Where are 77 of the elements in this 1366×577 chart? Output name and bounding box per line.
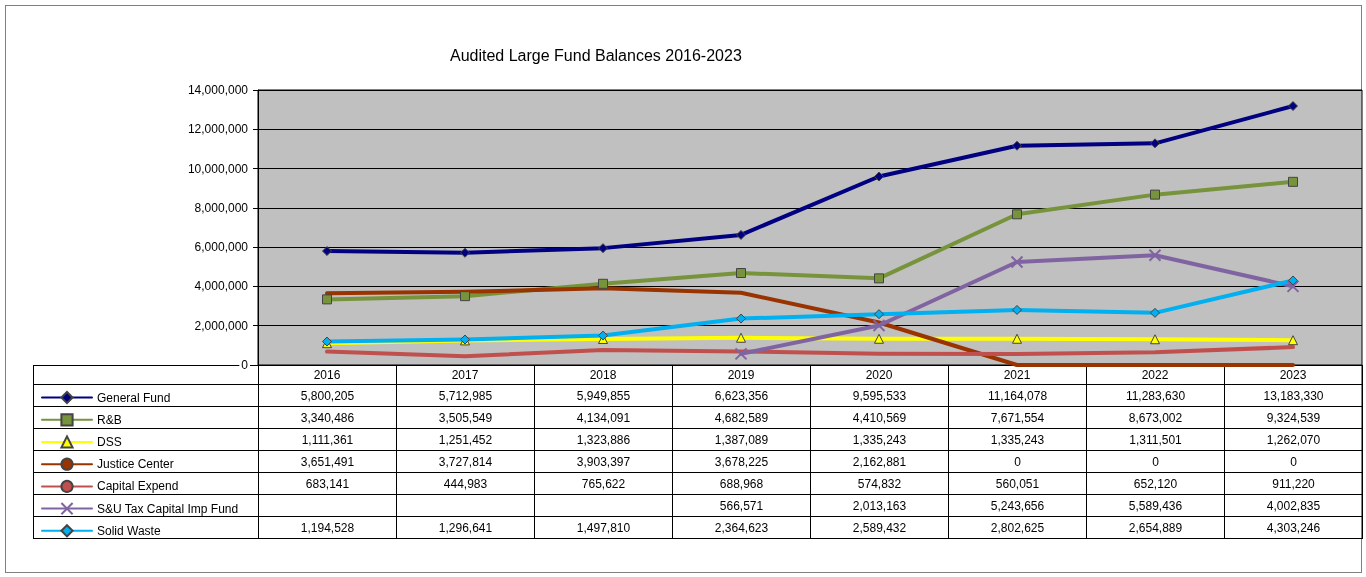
data-label: 8,673,002 [1086,406,1225,429]
legend-label: R&B [97,412,122,427]
data-label: 6,623,356 [672,384,811,407]
data-label: 683,141 [258,472,397,495]
data-label: 2,589,432 [810,516,949,539]
data-label: 1,311,501 [1086,428,1225,451]
data-label: 444,983 [396,472,535,495]
data-label: 2,802,625 [948,516,1087,539]
data-label: 1,335,243 [810,428,949,451]
data-label: 1,387,089 [672,428,811,451]
x-tick-label: 2023 [1279,368,1307,382]
data-label: 0 [948,450,1087,473]
data-label: 3,651,491 [258,450,397,473]
data-label: 4,134,091 [534,406,673,429]
data-label: 1,111,361 [258,428,397,451]
data-label: 2,364,623 [672,516,811,539]
data-label: 3,903,397 [534,450,673,473]
data-label: 1,251,452 [396,428,535,451]
data-label: 4,682,589 [672,406,811,429]
legend-label: Solid Waste [97,523,161,538]
y-tick-label: 8,000,000 [194,200,249,215]
data-label: 4,002,835 [1224,494,1363,517]
data-label: 11,283,630 [1086,384,1225,407]
data-label: 4,410,569 [810,406,949,429]
data-label: 11,164,078 [948,384,1087,407]
data-label: 7,671,554 [948,406,1087,429]
data-label: 5,949,855 [534,384,673,407]
x-tick-label: 2022 [1141,368,1169,382]
y-tick-label: 2,000,000 [194,318,249,333]
data-label: 2,162,881 [810,450,949,473]
data-label: 2,013,163 [810,494,949,517]
data-label: 9,324,539 [1224,406,1363,429]
data-label: 1,497,810 [534,516,673,539]
y-tick-label: 10,000,000 [187,161,249,176]
data-label: 3,505,549 [396,406,535,429]
x-tick-label: 2019 [727,368,755,382]
data-label: 0 [1224,450,1363,473]
data-label: 0 [1086,450,1225,473]
y-tick-label: 12,000,000 [187,122,249,137]
y-tick-label: 14,000,000 [187,83,249,97]
legend-label: DSS [97,435,122,449]
legend-label: Justice Center [97,457,174,472]
data-label: 3,678,225 [672,450,811,473]
data-label: 911,220 [1224,472,1363,495]
data-label: 765,622 [534,472,673,495]
data-label: 5,712,985 [396,384,535,407]
y-tick-label: 6,000,000 [194,240,249,255]
y-tick-label: 0 [241,358,249,372]
y-tick-label: 4,000,000 [194,279,249,294]
data-label: 3,727,814 [396,450,535,473]
legend-label: General Fund [97,390,171,405]
data-label: 1,262,070 [1224,428,1363,451]
legend-label: Capital Expend [97,479,179,494]
data-label: 5,800,205 [258,384,397,407]
data-label: 1,323,886 [534,428,673,451]
data-label: 1,296,641 [396,516,535,539]
data-label: 3,340,486 [258,406,397,429]
x-tick-label: 2017 [451,368,479,382]
data-label: 566,571 [672,494,811,517]
x-tick-label: 2020 [865,368,893,382]
data-label: 5,243,656 [948,494,1087,517]
data-label: 652,120 [1086,472,1225,495]
data-label: 574,832 [810,472,949,495]
data-label: 9,595,533 [810,384,949,407]
data-label: 1,194,528 [258,516,397,539]
x-tick-label: 2016 [313,368,341,382]
data-label: 1,335,243 [948,428,1087,451]
chart-title: Audited Large Fund Balances 2016-2023 [450,46,742,64]
x-tick-label: 2018 [589,368,617,382]
legend-label: S&U Tax Capital Imp Fund [97,501,239,516]
data-label: 2,654,889 [1086,516,1225,539]
x-tick-label: 2021 [1003,368,1031,382]
data-label: 4,303,246 [1224,516,1363,539]
data-label: 5,589,436 [1086,494,1225,517]
data-label: 560,051 [948,472,1087,495]
data-label: 13,183,330 [1224,384,1363,407]
data-label: 688,968 [672,472,811,495]
